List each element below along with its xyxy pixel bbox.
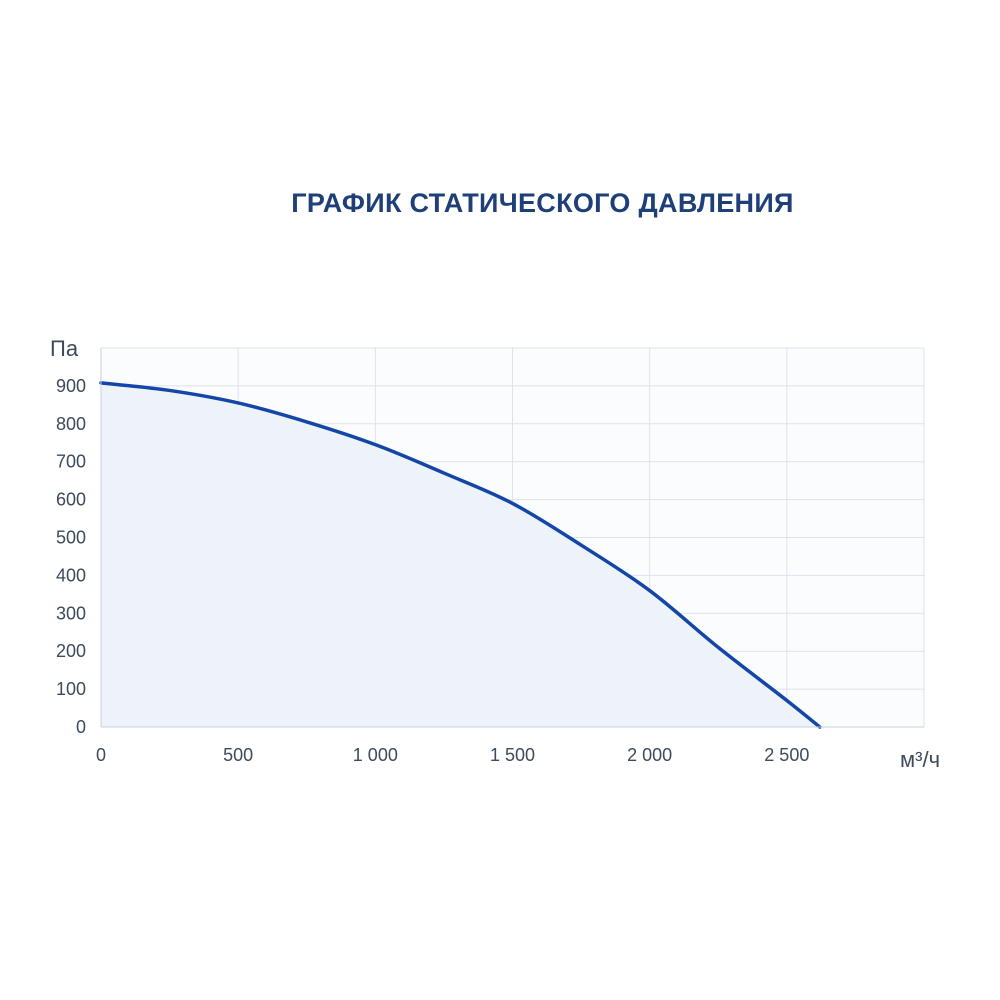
chart-title: ГРАФИК СТАТИЧЕСКОГО ДАВЛЕНИЯ xyxy=(291,188,794,218)
x-tick-label: 1 500 xyxy=(490,745,535,765)
y-tick-label: 800 xyxy=(56,414,86,434)
y-axis-unit-label: Па xyxy=(50,336,79,361)
x-axis-unit-label: м³/ч xyxy=(900,747,940,772)
x-tick-label: 2 000 xyxy=(627,745,672,765)
y-tick-label: 300 xyxy=(56,603,86,623)
y-tick-label: 100 xyxy=(56,679,86,699)
x-tick-label: 500 xyxy=(223,745,253,765)
x-tick-label: 0 xyxy=(96,745,106,765)
y-tick-label: 900 xyxy=(56,376,86,396)
y-tick-label: 500 xyxy=(56,528,86,548)
y-tick-label: 400 xyxy=(56,565,86,585)
y-tick-label: 700 xyxy=(56,452,86,472)
series-area-fill xyxy=(101,382,820,727)
x-tick-label: 2 500 xyxy=(764,745,809,765)
y-tick-label: 0 xyxy=(76,717,86,737)
x-tick-label: 1 000 xyxy=(353,745,398,765)
y-tick-label: 200 xyxy=(56,641,86,661)
y-tick-label: 600 xyxy=(56,490,86,510)
series-line xyxy=(99,381,822,729)
